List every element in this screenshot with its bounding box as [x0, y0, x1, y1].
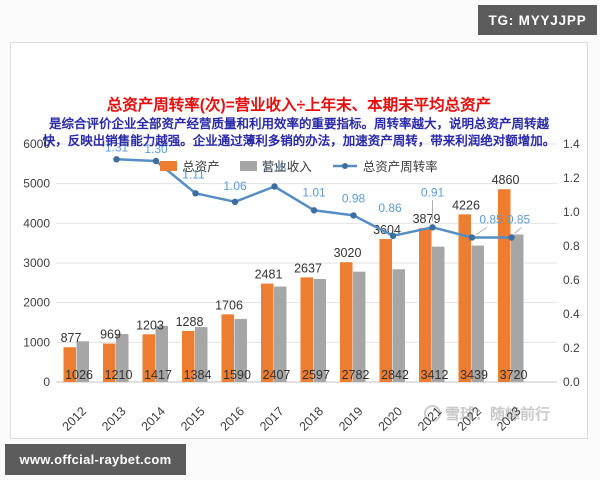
snowball-logo-icon — [424, 405, 441, 422]
legend-item-turnover: 总资产周转率 — [332, 156, 438, 175]
legend-label-turnover: 总资产周转率 — [362, 160, 438, 174]
chart-legend: 总资产 营业收入 总资产周转率 — [11, 156, 587, 175]
telegram-badge-text: TG: MYYJJPP — [488, 12, 587, 28]
telegram-badge: TG: MYYJJPP — [478, 5, 597, 35]
legend-line-marker-icon — [332, 162, 357, 169]
chart-subtitle: 是综合评价企业全部资产经营质量和利用效率的重要指标。周转率越大，说明总资产周转越… — [11, 116, 587, 150]
watermark: 雪球：随峰前行 — [424, 403, 550, 424]
subtitle-line-2: 快，反映出销售能力越强。企业通过薄利多销的办法，加速资产周转，带来利润绝对额增加… — [42, 134, 556, 148]
chart-title: 总资产周转率(次)=营业收入÷上年末、本期末平均总资产 — [106, 97, 492, 114]
legend-item-total-assets: 总资产 — [160, 156, 220, 175]
legend-swatch-gray — [239, 160, 257, 171]
legend-label-total-assets: 总资产 — [182, 160, 220, 174]
legend-swatch-orange — [160, 160, 178, 171]
website-badge-text: www.offcial-raybet.com — [19, 452, 172, 467]
legend-label-revenue: 营业收入 — [261, 160, 312, 174]
chart-card: 总资产周转率(次)=营业收入÷上年末、本期末平均总资产 是综合评价企业全部资产经… — [10, 42, 588, 439]
subtitle-line-1: 是综合评价企业全部资产经营质量和利用效率的重要指标。周转率越大，说明总资产周转越 — [48, 117, 549, 131]
watermark-text: 雪球：随峰前行 — [445, 406, 551, 423]
website-badge: www.offcial-raybet.com — [5, 444, 186, 475]
legend-item-revenue: 营业收入 — [239, 156, 312, 175]
